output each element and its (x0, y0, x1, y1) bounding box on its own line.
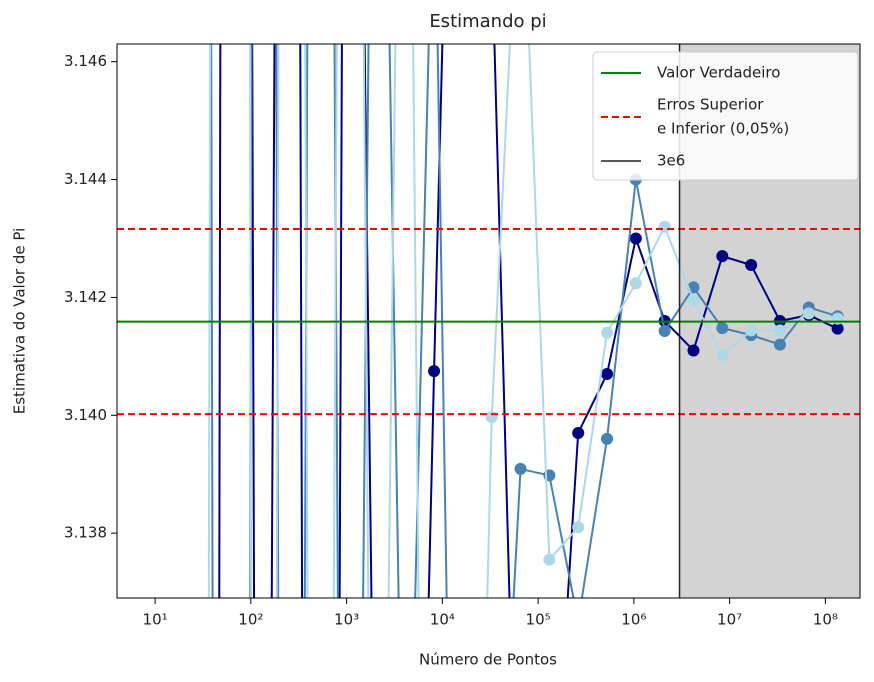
x-tick-label: 10⁶ (621, 611, 646, 629)
series-line (207, 44, 838, 598)
series-line (218, 44, 839, 598)
plot-frame (116, 43, 861, 599)
y-tick-label: 3.138 (64, 524, 107, 542)
series-marker (687, 294, 700, 307)
series-marker (831, 322, 844, 335)
legend-label: 3e6 (657, 152, 685, 170)
y-axis-label: Estimativa do Valor de Pi (11, 228, 29, 414)
y-tick-label: 3.140 (64, 406, 107, 424)
series-marker (543, 553, 556, 566)
series-marker (572, 521, 585, 534)
series-marker (601, 432, 614, 445)
y-tick-label: 3.144 (64, 170, 107, 188)
series-marker (629, 232, 642, 245)
series-marker (716, 322, 729, 335)
series-marker (773, 324, 786, 337)
series-marker (802, 307, 815, 320)
legend-label: e Inferior (0,05%) (657, 120, 789, 138)
series-marker (658, 325, 671, 338)
legend: Valor Verdadeiro Erros Superior e Inferior… (592, 51, 859, 181)
x-tick-label: 10¹ (143, 611, 168, 629)
series-marker (658, 220, 671, 233)
y-tick-label: 3.142 (64, 288, 107, 306)
series-marker (745, 324, 758, 337)
legend-label: Valor Verdadeiro (657, 64, 780, 82)
x-tick-label: 10⁵ (526, 611, 551, 629)
series-marker (601, 326, 614, 339)
series-marker (716, 349, 729, 362)
series-marker (716, 250, 729, 263)
series-marker (629, 277, 642, 290)
x-tick-label: 10⁸ (813, 611, 838, 629)
legend-label: Erros Superior (657, 96, 764, 114)
series-marker (601, 368, 614, 381)
chart-title: Estimando pi (429, 11, 546, 32)
x-axis-label: Número de Pontos (419, 651, 557, 669)
x-tick-label: 10³ (334, 611, 359, 629)
series-marker (428, 365, 441, 378)
series-marker (485, 411, 498, 424)
series-marker (572, 426, 585, 439)
series-marker (773, 338, 786, 351)
legend-box (592, 51, 859, 181)
series-marker (687, 344, 700, 357)
series-marker (831, 312, 844, 325)
series-marker (514, 462, 527, 475)
x-tick-label: 10⁷ (717, 611, 742, 629)
y-tick-label: 3.146 (64, 52, 107, 70)
x-tick-label: 10² (238, 611, 263, 629)
x-tick-label: 10⁴ (430, 611, 455, 629)
series-marker (745, 259, 758, 272)
series-marker (572, 616, 584, 628)
